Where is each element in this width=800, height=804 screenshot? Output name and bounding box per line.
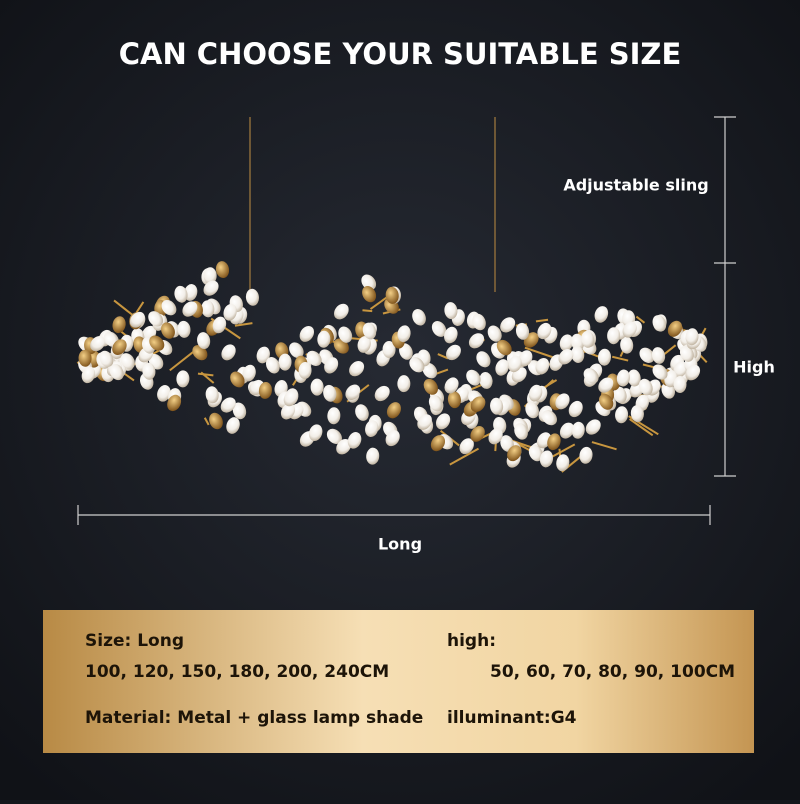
branch — [362, 310, 372, 311]
high-values: 50, 60, 70, 80, 90, 100CM — [490, 662, 735, 682]
glass-shade — [397, 375, 410, 392]
illuminant: illuminant:G4 — [447, 708, 577, 728]
size-values: 100, 120, 150, 180, 200, 240CM — [85, 662, 389, 682]
title: CAN CHOOSE YOUR SUITABLE SIZE — [119, 37, 682, 71]
sling-label: Adjustable sling — [563, 176, 708, 195]
size-label: Size: Long — [85, 631, 184, 651]
long-label: Long — [378, 535, 422, 554]
glass-shade — [311, 379, 324, 396]
material: Material: Metal + glass lamp shade — [85, 708, 423, 728]
high-spec-label: high: — [447, 631, 496, 651]
high-label: High — [733, 358, 775, 377]
